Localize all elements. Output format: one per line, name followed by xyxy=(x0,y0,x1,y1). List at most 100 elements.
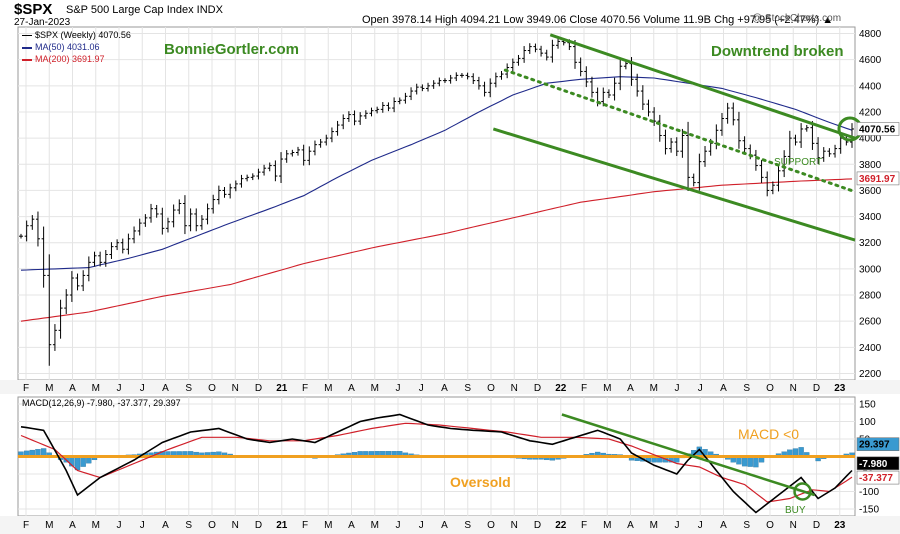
macd-line xyxy=(20,413,853,514)
price-bar xyxy=(149,203,154,223)
trendline-lower xyxy=(492,127,856,242)
chart-date: 27-Jan-2023 xyxy=(14,17,71,28)
price-bar xyxy=(375,106,380,114)
price-bar xyxy=(731,102,736,126)
month-tick-label: 21 xyxy=(276,520,288,531)
macd-value-label: -7.980 xyxy=(859,459,888,470)
month-tick-label: A xyxy=(69,520,76,531)
price-bar xyxy=(657,114,662,142)
price-bar xyxy=(833,144,838,158)
signal-value-label-box xyxy=(856,470,900,485)
month-tick-label: 23 xyxy=(834,520,846,531)
month-tick-label: S xyxy=(185,520,192,531)
price-bar xyxy=(41,226,46,288)
trendline-support xyxy=(503,68,857,194)
price-bar xyxy=(635,73,640,97)
price-bar xyxy=(307,146,312,166)
price-bar xyxy=(459,73,464,78)
price-panel-frame xyxy=(17,26,856,381)
price-bar xyxy=(182,195,187,235)
month-tick-label: A xyxy=(348,383,355,394)
price-bar xyxy=(211,194,216,214)
month-tick-label: A xyxy=(69,383,76,394)
price-bar xyxy=(442,78,447,83)
month-tick-label: N xyxy=(511,520,518,531)
price-tick-label: 2400 xyxy=(859,343,882,354)
price-bar xyxy=(403,92,408,104)
month-tick-label: J xyxy=(396,520,401,531)
price-bar xyxy=(742,136,747,154)
price-bar xyxy=(64,289,69,314)
price-bar xyxy=(578,57,583,77)
price-bar xyxy=(725,102,730,124)
price-bar xyxy=(205,203,210,225)
price-bar xyxy=(618,59,623,91)
price-bar xyxy=(222,187,227,198)
macd-tick-label: -100 xyxy=(859,487,879,498)
price-bar xyxy=(493,72,498,88)
macd-value-label-box xyxy=(856,456,900,471)
annotation-support: SUPPORT xyxy=(774,157,823,168)
price-bar xyxy=(86,256,91,282)
price-bar xyxy=(284,150,289,163)
month-tick-label: J xyxy=(698,520,703,531)
month-tick-label: J xyxy=(140,520,145,531)
price-bar xyxy=(363,110,368,119)
price-bar xyxy=(691,173,696,187)
price-bar xyxy=(165,217,170,233)
trendline-upper xyxy=(549,33,856,140)
price-bar xyxy=(782,150,787,178)
price-bar xyxy=(143,214,148,227)
month-tick-label: M xyxy=(324,383,332,394)
month-axis-band-bottom xyxy=(0,516,900,534)
month-tick-label: 23 xyxy=(834,383,846,394)
month-tick-label: O xyxy=(766,383,774,394)
price-bar xyxy=(324,134,329,146)
price-bar xyxy=(759,160,764,183)
month-tick-label: J xyxy=(698,383,703,394)
ma200-value-label-box xyxy=(856,171,900,186)
month-tick-label: M xyxy=(650,520,658,531)
stockcharts-brand: @ StockCharts.com xyxy=(752,13,842,24)
price-bar xyxy=(312,140,317,156)
price-bar xyxy=(194,208,199,232)
price-bar xyxy=(719,112,724,136)
month-tick-label: M xyxy=(371,383,379,394)
price-bar xyxy=(346,111,351,122)
price-bar xyxy=(753,149,758,171)
price-bar xyxy=(471,73,476,85)
price-bar xyxy=(804,124,809,132)
macd-tick-label: -150 xyxy=(859,505,879,516)
price-bar xyxy=(437,77,442,87)
month-tick-label: A xyxy=(162,383,169,394)
price-bar xyxy=(69,271,74,302)
price-bar xyxy=(120,238,125,254)
price-bar xyxy=(448,74,453,84)
month-tick-label: M xyxy=(92,383,100,394)
annotation-oversold: Oversold xyxy=(450,474,511,490)
month-tick-label: J xyxy=(140,383,145,394)
legend-macd: MACD(12,26,9) -7.980, -37.377, 29.397 xyxy=(22,398,181,408)
price-bar xyxy=(454,72,459,82)
month-tick-label: F xyxy=(581,520,587,531)
price-bar xyxy=(239,174,244,188)
price-bar xyxy=(386,102,391,112)
month-tick-label: O xyxy=(487,520,495,531)
price-bar xyxy=(533,43,538,53)
month-tick-label: 21 xyxy=(276,383,288,394)
month-tick-label: F xyxy=(302,520,308,531)
price-bar xyxy=(250,173,255,181)
month-tick-label: O xyxy=(487,383,495,394)
price-bar xyxy=(75,273,80,291)
legend-ma200: MA(200) 3691.97 xyxy=(22,54,105,64)
month-tick-label: M xyxy=(650,383,658,394)
month-tick-label: 22 xyxy=(555,520,567,531)
price-bar xyxy=(35,211,40,247)
month-tick-label: M xyxy=(324,520,332,531)
signal-value-label: -37.377 xyxy=(859,473,893,484)
macd-tick-label: 150 xyxy=(859,400,876,411)
price-bar xyxy=(612,77,617,101)
price-tick-label: 3800 xyxy=(859,160,882,171)
month-tick-label: J xyxy=(675,520,680,531)
price-bar xyxy=(793,134,798,146)
